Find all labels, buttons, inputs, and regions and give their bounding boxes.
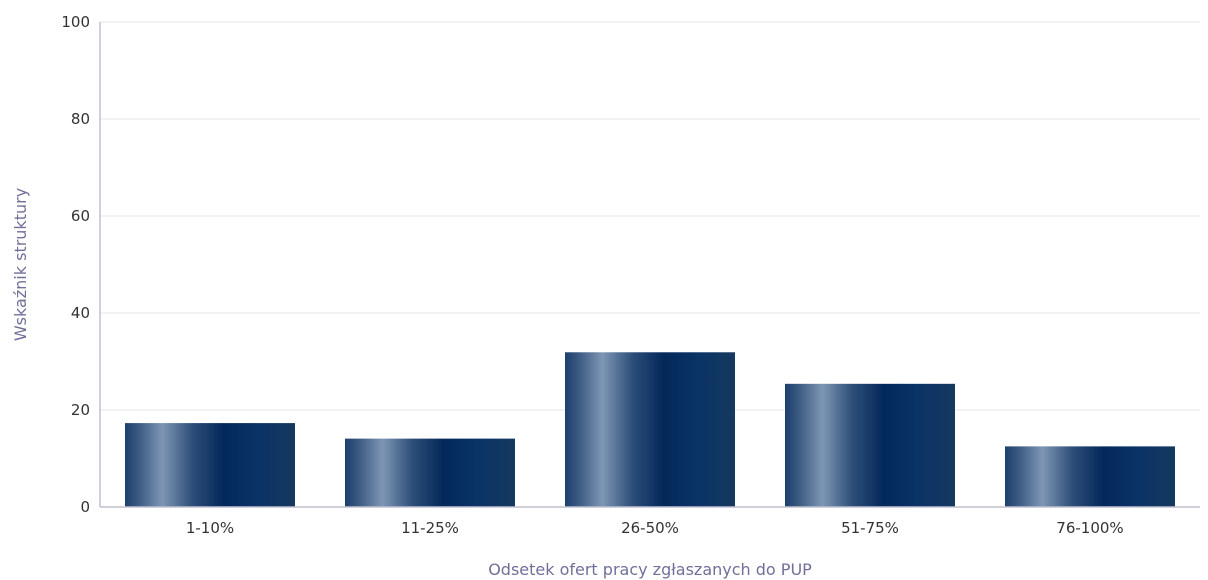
gridlines — [100, 21, 1200, 411]
bars — [125, 352, 1175, 507]
x-tick-label: 76-100% — [1056, 519, 1123, 537]
y-axis-ticks: 0 20 40 60 80 100 — [61, 13, 90, 516]
bar-4 — [785, 383, 955, 507]
y-axis-title: Wskaźnik struktury — [11, 188, 30, 341]
bar-1 — [125, 423, 295, 507]
bar-5 — [1005, 446, 1175, 507]
y-tick-label: 100 — [61, 13, 90, 31]
x-tick-label: 1-10% — [186, 519, 234, 537]
x-axis-title: Odsetek ofert pracy zgłaszanych do PUP — [488, 560, 812, 579]
y-tick-label: 20 — [71, 401, 90, 419]
y-tick-label: 80 — [71, 110, 90, 128]
bar-3 — [565, 352, 735, 507]
y-tick-label: 0 — [80, 498, 90, 516]
x-tick-label: 51-75% — [841, 519, 899, 537]
x-tick-label: 11-25% — [401, 519, 459, 537]
y-tick-label: 40 — [71, 304, 90, 322]
x-tick-label: 26-50% — [621, 519, 679, 537]
bar-2 — [345, 438, 515, 507]
y-tick-label: 60 — [71, 207, 90, 225]
x-axis-ticks: 1-10% 11-25% 26-50% 51-75% 76-100% — [186, 519, 1124, 537]
